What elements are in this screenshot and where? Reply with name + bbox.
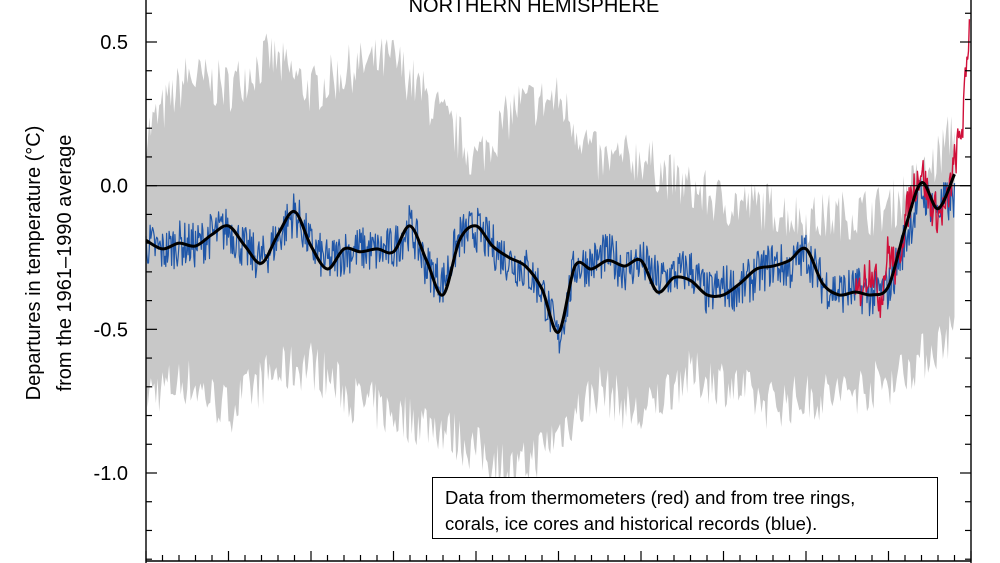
y-axis-label: Departures in temperature (°C) from the … [23,126,76,401]
chart-title: NORTHERN HEMISPHERE [409,0,660,17]
smoothed-series-line [145,173,956,334]
y-tick-label: -0.5 [94,319,128,341]
y-tick-label: 0.0 [100,176,128,198]
y-axis-label-line1: Departures in temperature (°C) [23,126,45,401]
proxy-series-line [145,177,956,354]
y-tick-label: 0.5 [100,32,128,54]
uncertainty-band [146,33,955,491]
annotation-box: Data from thermometers (red) and from tr… [432,477,938,539]
band-layer [146,33,955,491]
y-axis-label-line2: from the 1961–1990 average [54,135,76,392]
annotation-line2: corals, ice cores and historical records… [445,513,818,534]
annotation-line1: Data from thermometers (red) and from tr… [445,487,856,508]
proxy-layer [145,177,956,354]
x-ticks [145,551,972,561]
y-ticks: 0.5 0.0 -0.5 -1.0 [94,12,971,560]
smooth-layer [145,173,956,334]
y-tick-label: -1.0 [94,463,128,485]
